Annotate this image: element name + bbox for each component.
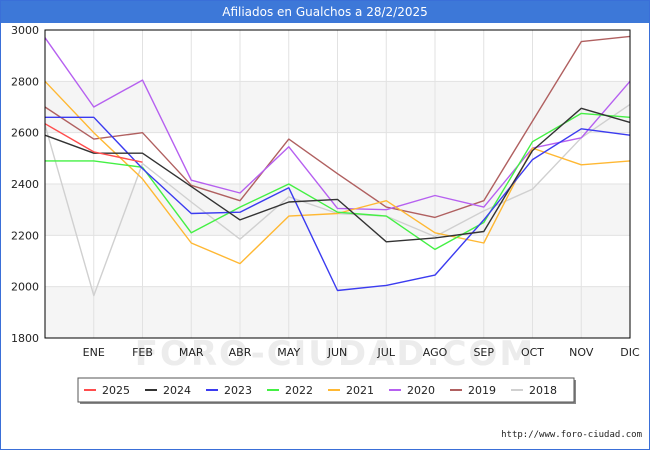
legend-label-2019: 2019 [468,384,496,397]
x-tick-label: OCT [521,346,544,359]
y-tick-label: 2800 [11,75,39,88]
y-tick-label: 2200 [11,229,39,242]
legend-label-2018: 2018 [529,384,557,397]
footer-url: http://www.foro-ciudad.com [501,430,642,440]
series-line-2021 [44,80,631,265]
x-tick-label: NOV [569,346,594,359]
y-tick-label: 1800 [11,332,39,345]
x-tick-label: JUL [377,346,396,359]
x-tick-label: JUN [327,346,348,359]
legend-label-2025: 2025 [102,384,130,397]
x-tick-label: DIC [620,346,640,359]
x-tick-label: AGO [423,346,448,359]
x-tick-label: MAY [277,346,300,359]
legend-label-2024: 2024 [163,384,191,397]
x-tick-label: ENE [83,346,105,359]
x-tick-label: SEP [473,346,494,359]
watermark: FORO-CIUDAD.COM [135,334,536,374]
x-tick-label: MAR [179,346,204,359]
x-tick-label: FEB [132,346,153,359]
legend-box [77,377,575,403]
series-line-2025 [44,123,143,163]
legend-label-2021: 2021 [346,384,374,397]
chart-title: Afiliados en Gualchos a 28/2/2025 [1,1,649,23]
series-line-2024 [44,107,631,243]
series-line-2023 [45,116,631,292]
x-tick-label: ABR [229,346,252,359]
legend-label-2023: 2023 [224,384,252,397]
y-tick-label: 2000 [11,281,39,294]
legend-label-2022: 2022 [285,384,313,397]
y-tick-label: 2600 [11,127,39,140]
y-tick-label: 2400 [11,178,39,191]
series-line-2022 [45,112,631,251]
series-line-2019 [44,35,631,219]
y-tick-label: 3000 [11,24,39,37]
legend-label-2020: 2020 [407,384,435,397]
plot-area-border [44,29,631,339]
